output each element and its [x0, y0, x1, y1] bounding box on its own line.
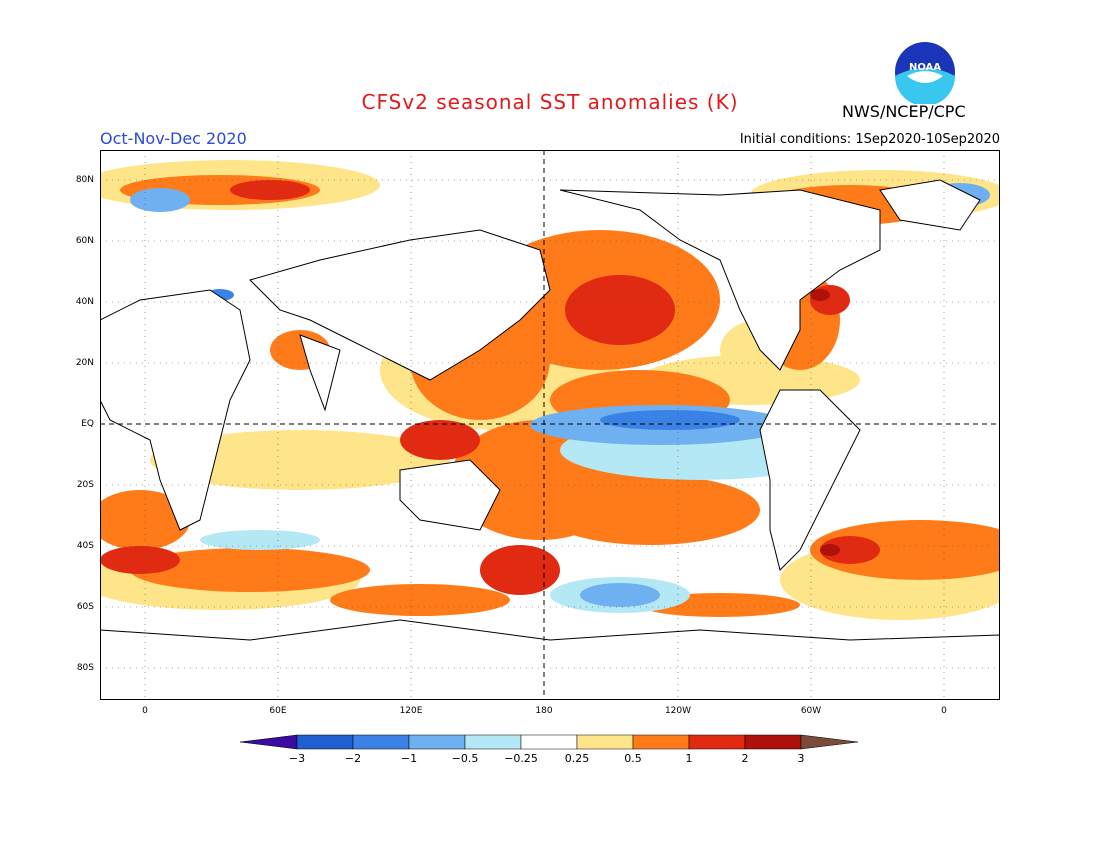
- colorbar-segment: [408, 734, 466, 750]
- colorbar-segment: [464, 734, 522, 750]
- lon-label: 60E: [269, 706, 287, 716]
- colorbar-low-triangle: [240, 734, 298, 750]
- page-title: CFSv2 seasonal SST anomalies (K): [361, 90, 739, 114]
- svg-text:NOAA: NOAA: [909, 62, 941, 73]
- colorbar-segment: [744, 734, 802, 750]
- colorbar-label: −0.25: [504, 752, 538, 765]
- noaa-logo: NOAA: [895, 42, 955, 104]
- lat-label: 20N: [75, 358, 94, 368]
- lat-label: 40S: [76, 541, 94, 551]
- lon-label: 120W: [664, 706, 692, 716]
- colorbar-segment: [576, 734, 634, 750]
- colorbar-label: 0.25: [564, 752, 590, 765]
- colorbar-segment: [520, 734, 578, 750]
- colorbar: [240, 734, 859, 750]
- colorbar-label: −2: [344, 752, 362, 765]
- lat-label: EQ: [81, 419, 94, 429]
- initial-conditions-label: Initial conditions: 1Sep2020-10Sep2020: [739, 132, 1000, 147]
- lon-label: 180: [535, 706, 553, 716]
- lat-label: 80N: [75, 175, 94, 185]
- colorbar-label: 2: [741, 752, 749, 765]
- lon-label: 120E: [399, 706, 423, 716]
- colorbar-label: 1: [685, 752, 693, 765]
- colorbar-segment: [352, 734, 410, 750]
- season-label: Oct-Nov-Dec 2020: [100, 129, 247, 148]
- land-masses: [100, 179, 1000, 700]
- colorbar-label: −3: [288, 752, 306, 765]
- lon-label: 0: [941, 706, 947, 716]
- anomaly-strong-warm: [100, 180, 880, 595]
- lat-label: 60N: [75, 236, 94, 246]
- lon-label: 0: [142, 706, 148, 716]
- lat-label: 20S: [76, 480, 94, 490]
- colorbar-high-triangle: [800, 734, 859, 750]
- lat-label: 40N: [75, 297, 94, 307]
- agency-label: NWS/NCEP/CPC: [842, 102, 966, 121]
- colorbar-segment: [632, 734, 690, 750]
- colorbar-segments: [240, 734, 859, 750]
- colorbar-label: −0.5: [451, 752, 479, 765]
- colorbar-segment: [688, 734, 746, 750]
- colorbar-label: −1: [400, 752, 418, 765]
- lon-label: 60W: [800, 706, 822, 716]
- sst-anomaly-map: [100, 150, 1000, 700]
- lat-label: 80S: [76, 663, 94, 673]
- colorbar-segment: [296, 734, 354, 750]
- lat-label: 60S: [76, 602, 94, 612]
- colorbar-label: 0.5: [624, 752, 642, 765]
- colorbar-label: 3: [797, 752, 805, 765]
- graticule: [100, 150, 1000, 700]
